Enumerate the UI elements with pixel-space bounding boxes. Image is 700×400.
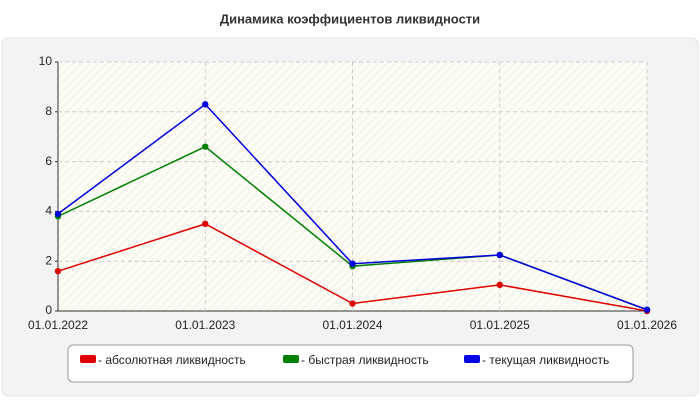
legend-swatch <box>80 355 96 363</box>
chart-title: Динамика коэффициентов ликвидности <box>220 11 480 26</box>
data-point <box>54 267 62 275</box>
x-tick-label: 01.01.2023 <box>175 318 235 332</box>
legend-label: - текущая ликвидность <box>482 353 609 367</box>
y-tick-label: 8 <box>45 104 52 118</box>
data-point <box>349 300 356 307</box>
y-tick-label: 6 <box>45 154 52 168</box>
legend-swatch <box>464 355 480 363</box>
y-tick-label: 4 <box>45 204 52 218</box>
data-point <box>496 281 503 289</box>
x-tick-label: 01.01.2024 <box>322 318 382 332</box>
legend <box>67 344 634 383</box>
data-point <box>202 220 209 228</box>
data-point <box>643 306 651 313</box>
legend-swatch <box>283 355 299 363</box>
x-tick-label: 01.01.2026 <box>617 318 677 332</box>
y-tick-label: 0 <box>45 303 52 317</box>
data-point <box>54 210 62 218</box>
data-point <box>202 101 209 108</box>
legend-label: - абсолютная ликвидность <box>98 353 246 367</box>
data-point <box>202 143 209 150</box>
legend-label: - быстрая ликвидность <box>301 353 429 367</box>
data-point <box>496 251 503 259</box>
plot-area <box>58 62 647 311</box>
data-point <box>349 260 356 267</box>
x-tick-label: 01.01.2022 <box>28 318 88 332</box>
x-tick-label: 01.01.2025 <box>470 318 530 332</box>
y-tick-label: 2 <box>45 253 52 267</box>
y-tick-label: 10 <box>39 54 53 68</box>
